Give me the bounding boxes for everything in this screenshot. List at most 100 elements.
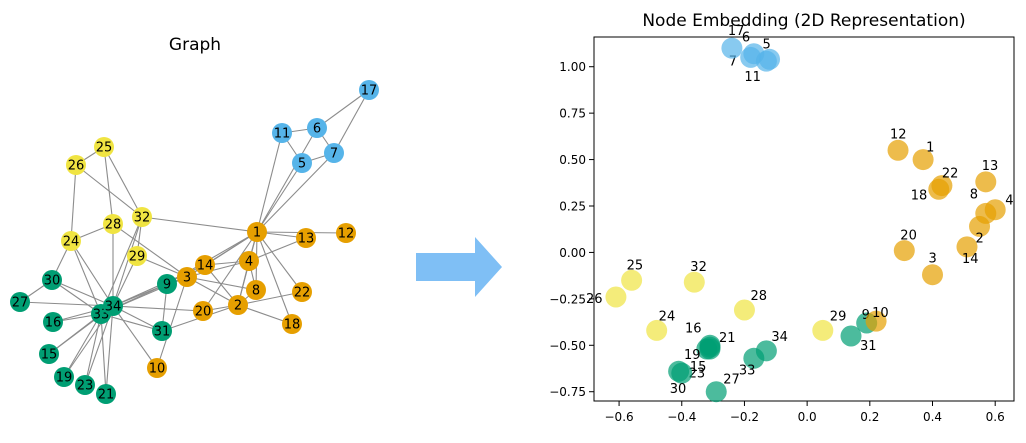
graph-node-label: 30 (44, 274, 61, 289)
scatter-point-label: 1 (926, 141, 934, 156)
scatter-marker (705, 381, 727, 403)
y-tick-label: 1.00 (559, 60, 586, 74)
graph-node-label: 25 (96, 141, 113, 156)
graph-nodes: 1234567891011121314151617181920212223242… (10, 80, 379, 404)
scatter-marker (755, 50, 777, 72)
graph-node: 30 (42, 270, 62, 290)
scatter-point: 14 (956, 236, 979, 267)
graph-edge (51, 279, 114, 307)
graph-node-circle (296, 228, 316, 248)
graph-node-circle (66, 155, 86, 175)
x-tick-label: −0.2 (730, 410, 759, 424)
scatter-point-label: 22 (942, 167, 959, 182)
graph-node: 1 (247, 222, 267, 242)
graph-edge (256, 231, 303, 293)
y-tick-label: −0.75 (549, 385, 586, 399)
graph-node: 12 (336, 223, 356, 243)
graph-node-label: 5 (298, 157, 306, 172)
scatter-point-label: 27 (723, 373, 740, 388)
scatter-point-label: 26 (586, 292, 603, 307)
graph-edge (103, 146, 114, 225)
scatter-point-label: 4 (1005, 194, 1013, 209)
scatter-point: 26 (586, 286, 627, 308)
y-tick-label: 0.50 (559, 153, 586, 167)
graph-edge (256, 132, 283, 233)
scatter-point-label: 33 (739, 363, 756, 378)
scatter-point-label: 18 (911, 188, 928, 203)
graph-node-label: 3 (183, 271, 191, 286)
graph-node: 17 (359, 80, 379, 100)
scatter-point: 30 (670, 362, 693, 397)
scatter-marker (975, 171, 997, 193)
graph-edge (256, 162, 303, 233)
scatter-point-label: 25 (627, 258, 644, 273)
scatter-marker (812, 319, 834, 341)
x-tick-label: 0.2 (860, 410, 879, 424)
graph-node-circle (39, 344, 59, 364)
scatter-marker (931, 175, 953, 197)
scatter-point-label: 15 (690, 360, 707, 375)
graph-node-circle (132, 207, 152, 227)
graph-edge (256, 152, 335, 233)
scatter-point-label: 17 (728, 24, 745, 39)
scatter-point-label: 16 (685, 321, 702, 336)
graph-node: 27 (10, 292, 30, 312)
graph-edge (316, 89, 370, 129)
scatter-marker (721, 37, 743, 59)
graph-node-circle (157, 274, 177, 294)
scatter-point-label: 24 (659, 309, 676, 324)
graph-edge (186, 260, 250, 278)
graph-node: 23 (75, 375, 95, 395)
scatter-point-label: 14 (962, 252, 979, 267)
graph-node-circle (272, 123, 292, 143)
graph-node-label: 13 (298, 232, 315, 247)
graph-node-label: 21 (98, 388, 115, 403)
scatter-marker (887, 139, 909, 161)
scatter-point-label: 21 (719, 331, 736, 346)
graph-edge (70, 240, 102, 315)
y-tick-label: −0.50 (549, 339, 586, 353)
graph-node: 26 (66, 155, 86, 175)
graph-node-label: 19 (56, 371, 73, 386)
graph-node-label: 31 (154, 325, 171, 340)
graph-node: 29 (127, 246, 147, 266)
x-tick-label: −0.6 (605, 410, 634, 424)
scatter-point: 34 (755, 330, 788, 362)
graph-node-label: 23 (77, 379, 94, 394)
graph-node-label: 24 (63, 235, 80, 250)
scatter-marker (671, 362, 693, 384)
graph-edge (75, 164, 143, 218)
graph-node-label: 17 (361, 84, 378, 99)
graph-node-label: 6 (313, 122, 321, 137)
graph-node-label: 29 (129, 250, 146, 265)
scatter-point-label: 6 (742, 31, 750, 46)
scatter-marker (605, 286, 627, 308)
graph-node: 7 (324, 143, 344, 163)
graph-edge (103, 146, 143, 218)
scatter-marker (840, 325, 862, 347)
graph-edge (63, 313, 102, 378)
graph-node-label: 22 (294, 286, 311, 301)
scatter-point: 24 (646, 309, 675, 341)
graph-node-circle (195, 255, 215, 275)
scatter-point-label: 34 (771, 330, 788, 345)
graph-node: 31 (152, 321, 172, 341)
graph-node-label: 9 (163, 278, 171, 293)
chart-title: Node Embedding (2D Representation) (642, 11, 965, 31)
graph-node-circle (54, 367, 74, 387)
scatter-point: 7 (729, 46, 762, 69)
graph-edge (112, 305, 158, 369)
graph-node-circle (336, 223, 356, 243)
graph-node-label: 1 (253, 226, 261, 241)
x-tick-label: −0.4 (667, 410, 696, 424)
scatter-marker (621, 269, 643, 291)
graph-node-label: 2 (234, 299, 242, 314)
graph-edge (100, 313, 163, 332)
graph-node-label: 20 (195, 305, 212, 320)
graph-node-circle (247, 222, 267, 242)
scatter-marker (646, 319, 668, 341)
graph-node-label: 10 (149, 362, 166, 377)
scatter-marker (956, 236, 978, 258)
graph-node-circle (324, 143, 344, 163)
